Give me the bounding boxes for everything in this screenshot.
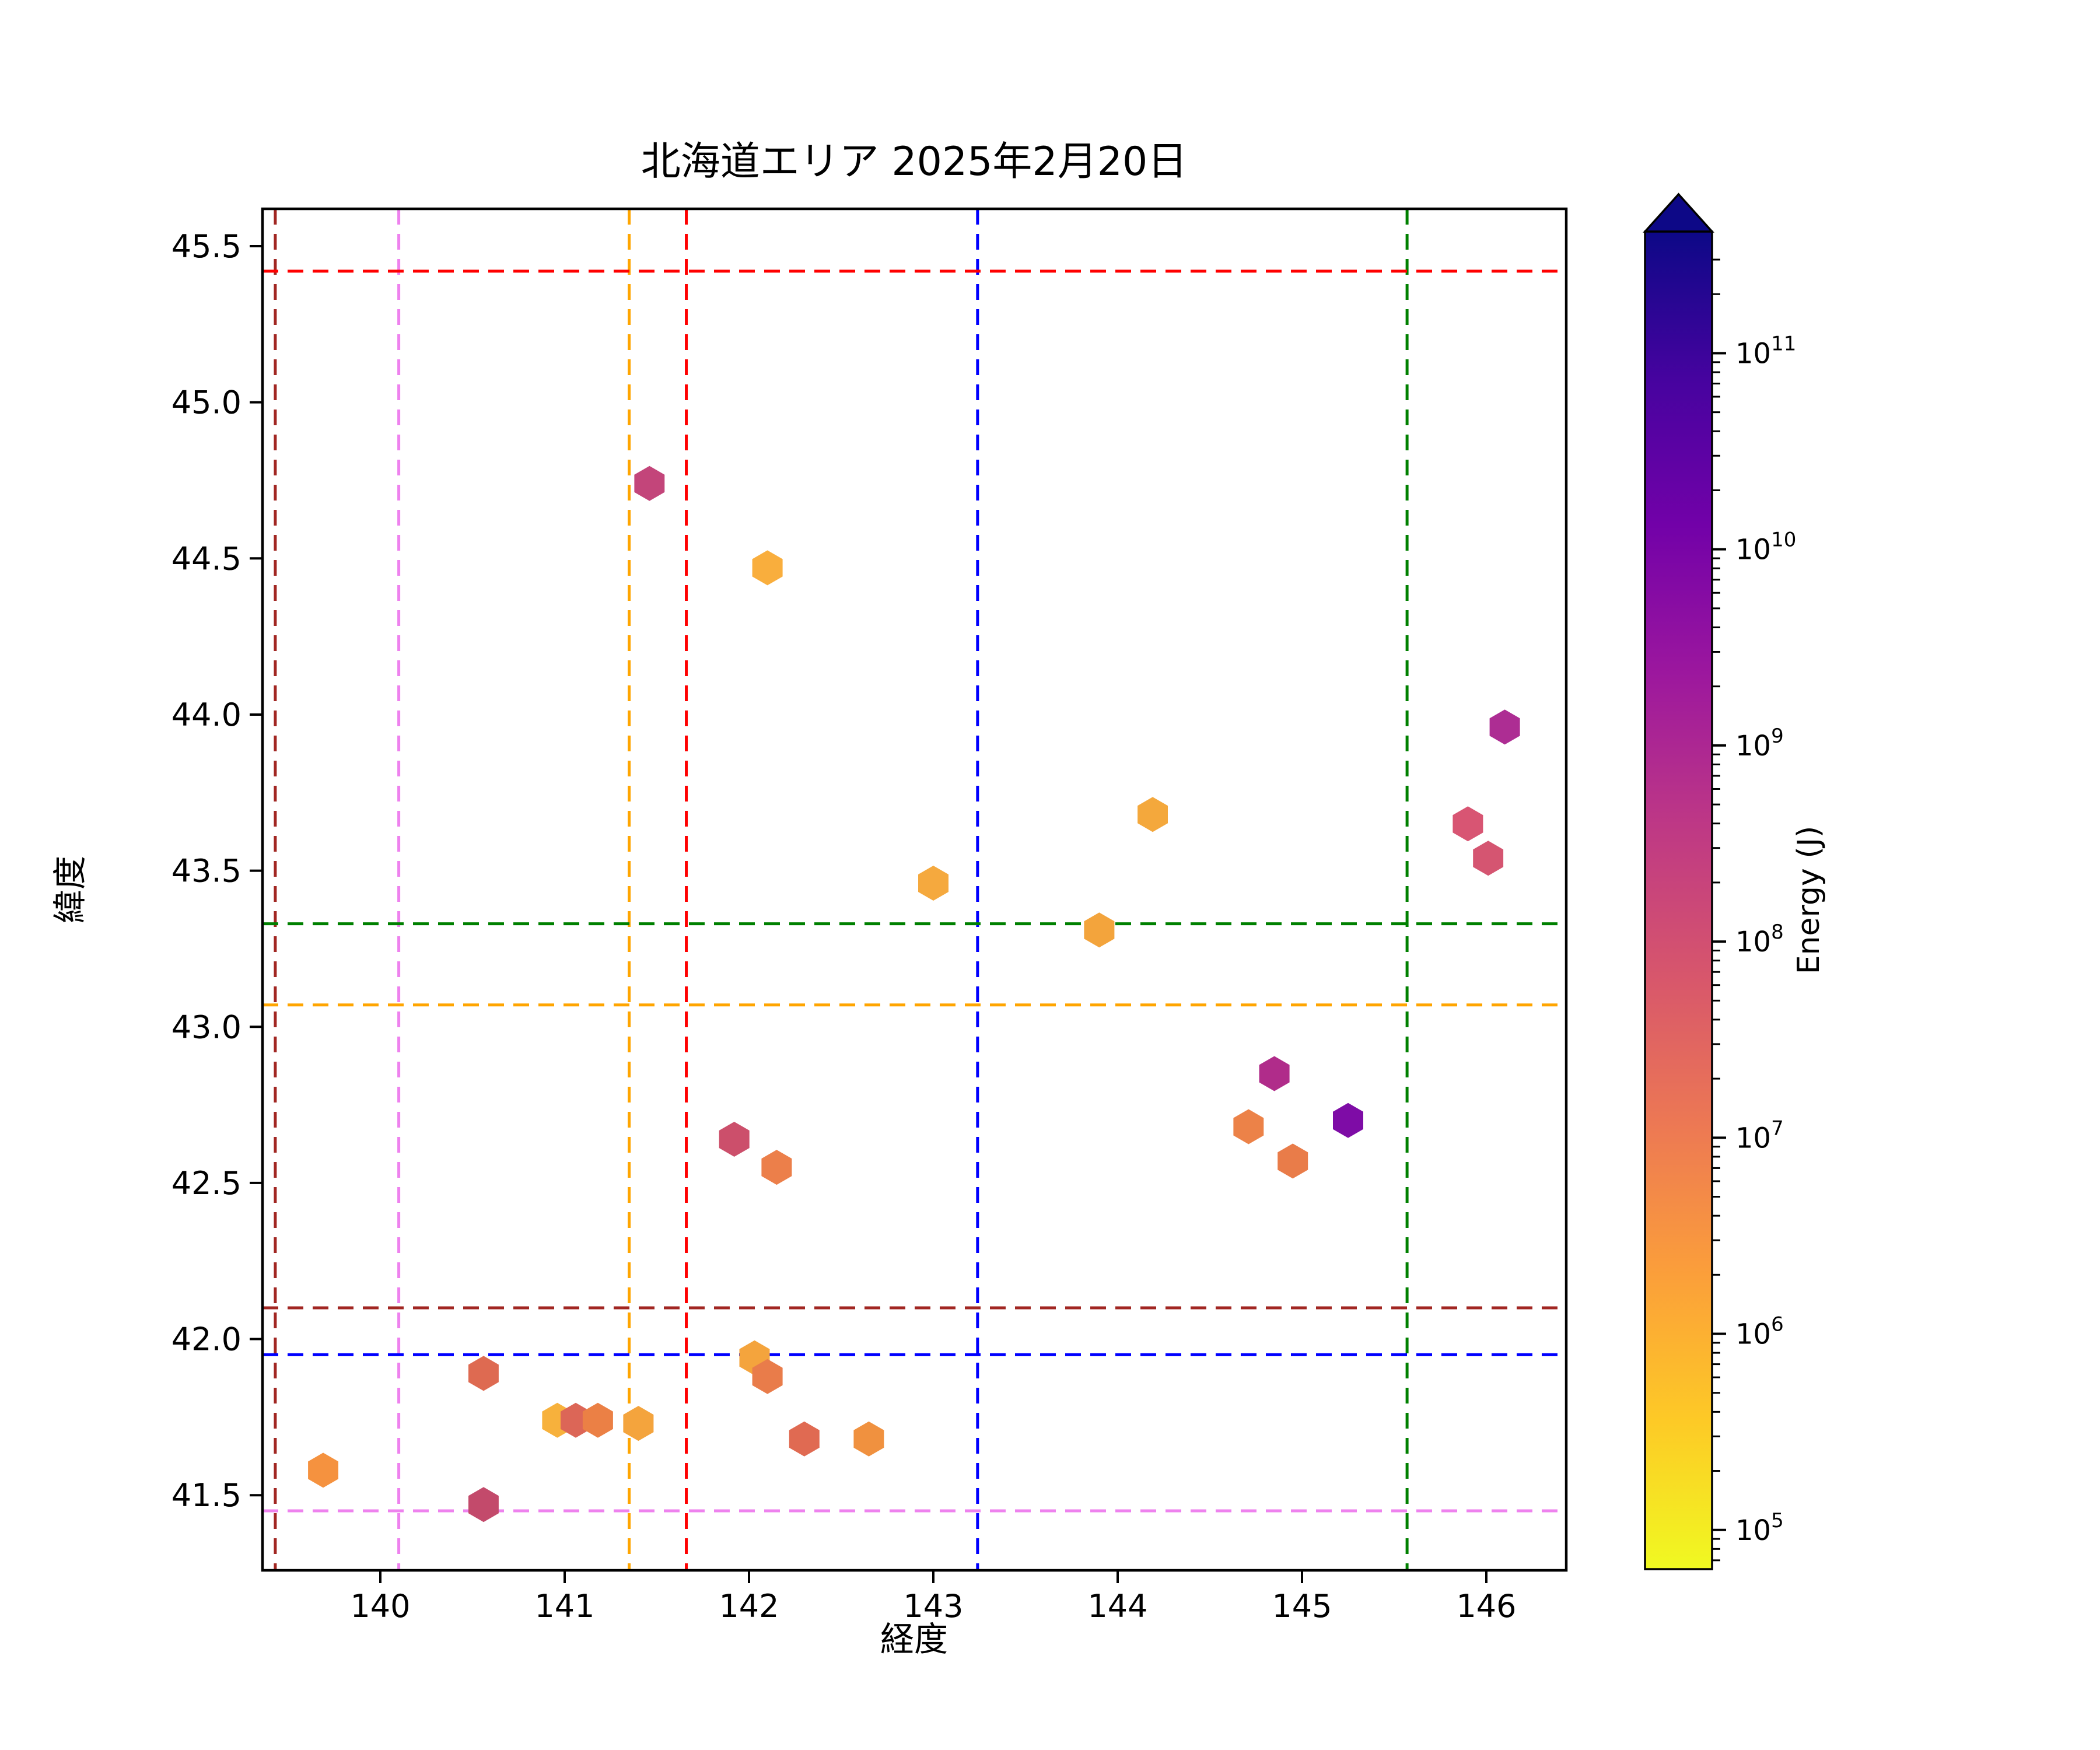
y-tick-label: 45.5 (172, 228, 242, 265)
data-point-hexagon (1233, 1109, 1264, 1144)
colorbar-outline (1644, 230, 1713, 1570)
y-tick-label: 43.5 (172, 853, 242, 890)
data-point-hexagon (623, 1406, 654, 1441)
y-axis-ticks: 45.5 45.0 44.5 44.0 43.5 43.0 42.5 42.0 41.5 (172, 228, 262, 1514)
data-point-hexagon (468, 1487, 499, 1522)
plot-area: 140 141 142 143 144 145 146 45.5 45.0 44.5 44.0 43… (50, 207, 1568, 1659)
plot-border (261, 207, 1568, 1572)
data-points (308, 466, 1520, 1522)
y-tick-label: 41.5 (172, 1477, 242, 1514)
x-tick-label: 146 (1456, 1588, 1516, 1625)
data-point-hexagon (1084, 912, 1115, 948)
x-tick-label: 141 (534, 1588, 594, 1625)
data-point-hexagon (308, 1452, 338, 1488)
data-point-hexagon (853, 1421, 884, 1457)
data-point-hexagon (1259, 1056, 1290, 1091)
y-tick-label: 42.0 (172, 1321, 242, 1358)
x-axis-label: 経度 (880, 1619, 948, 1659)
colorbar-tick-label: 105 (1735, 1509, 1784, 1547)
y-tick-label: 45.0 (172, 384, 242, 421)
y-axis-label: 緯度 (50, 856, 90, 923)
x-tick-label: 140 (350, 1588, 410, 1625)
data-point-hexagon (789, 1421, 820, 1457)
x-tick-label: 143 (903, 1588, 963, 1625)
data-point-hexagon (582, 1402, 613, 1438)
data-point-hexagon (752, 1359, 783, 1394)
chart-title: 北海道エリア 2025年2月20日 (641, 139, 1187, 185)
colorbar-gradient (1645, 232, 1712, 1569)
data-point-hexagon (1489, 709, 1520, 745)
x-axis-ticks: 140 141 142 143 144 145 146 (350, 1570, 1517, 1625)
data-point-hexagon (761, 1150, 792, 1185)
data-point-hexagon (634, 466, 665, 501)
colorbar-label: Energy (J) (1791, 826, 1826, 975)
y-tick-label: 43.0 (172, 1009, 242, 1045)
x-tick-label: 144 (1087, 1588, 1147, 1625)
data-point-hexagon (752, 550, 783, 586)
y-tick-label: 44.0 (172, 696, 242, 733)
data-point-hexagon (1333, 1102, 1363, 1138)
data-point-hexagon (918, 866, 949, 901)
data-point-hexagon (1452, 806, 1483, 842)
data-point-hexagon (1138, 797, 1168, 832)
data-point-hexagon (719, 1122, 750, 1157)
y-tick-label: 42.5 (172, 1165, 242, 1202)
y-tick-label: 44.5 (172, 540, 242, 577)
grid-lines (262, 209, 1566, 1570)
data-point-hexagon (468, 1356, 499, 1391)
x-tick-label: 145 (1272, 1588, 1332, 1625)
data-point-hexagon (1473, 841, 1504, 876)
x-tick-label: 142 (719, 1588, 779, 1625)
data-point-hexagon (1278, 1143, 1308, 1179)
